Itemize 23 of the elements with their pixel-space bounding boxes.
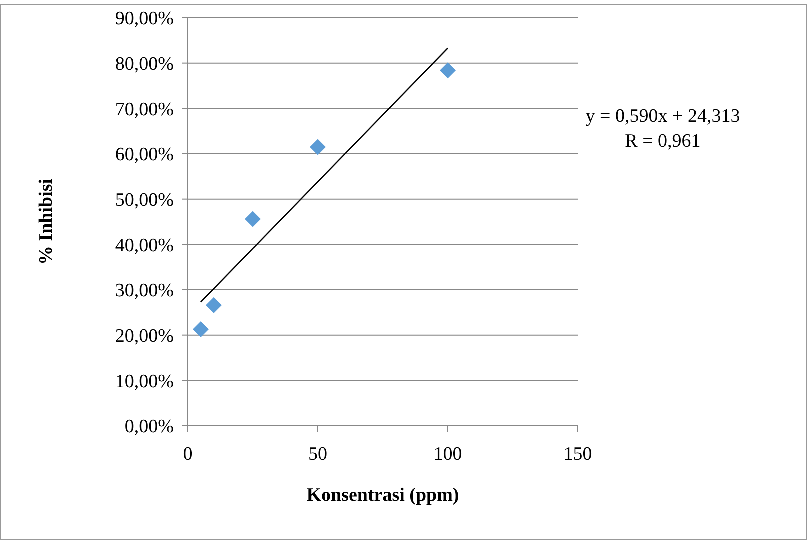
y-tick-label: 30,00% xyxy=(115,280,174,302)
x-tick-label: 100 xyxy=(434,444,462,465)
x-tick-label: 150 xyxy=(564,444,592,465)
point xyxy=(206,297,222,314)
x-axis-title: Konsentrasi (ppm) xyxy=(306,485,460,506)
point xyxy=(245,211,261,228)
x-tick-label: 50 xyxy=(308,444,328,465)
y-tick-label: 0,00% xyxy=(124,416,174,438)
y-tick-label: 80,00% xyxy=(115,54,174,75)
y-tick-label: 60,00% xyxy=(115,144,174,166)
y-tick-label: 70,00% xyxy=(115,99,174,120)
x-tick-label: 0 xyxy=(183,444,193,465)
y-tick-label: 90,00% xyxy=(115,8,174,30)
text: R = 0,961 xyxy=(625,131,701,152)
point xyxy=(440,62,456,79)
y-axis-title: % Inhibisi xyxy=(36,178,57,266)
y-tick-label: 10,00% xyxy=(115,371,174,392)
text: y = 0,590x + 24,313 xyxy=(586,106,740,127)
y-tick-label: 50,00% xyxy=(115,190,174,211)
y-tick-label: 40,00% xyxy=(115,235,174,256)
point xyxy=(310,139,326,156)
y-tick-label: 20,00% xyxy=(115,326,174,347)
point xyxy=(193,321,209,338)
